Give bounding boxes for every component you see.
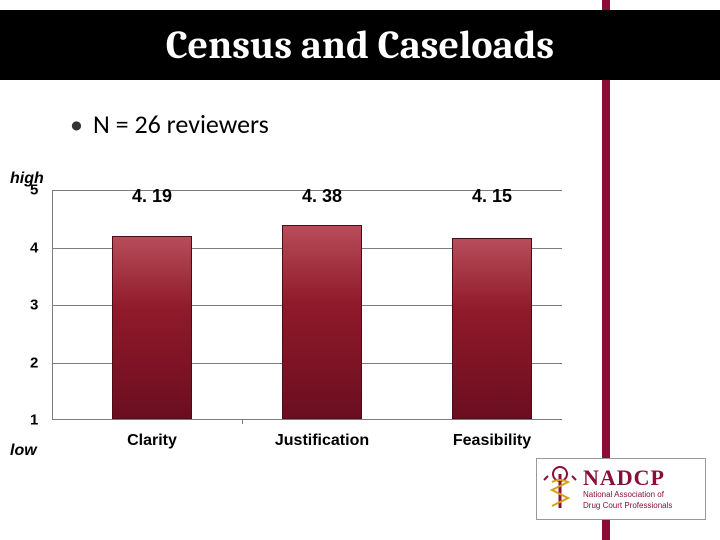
- value-label: 4. 38: [282, 186, 362, 207]
- bar-chart: high low 5 4 3 2 1 4. 19 4. 38 4. 15: [10, 170, 580, 460]
- plot-area: 5 4 3 2 1 4. 19 4. 38 4. 15 Clarity Just…: [52, 190, 562, 420]
- bullet-text: N = 26 reviewers: [93, 108, 269, 140]
- logo-sub-1: National Association of: [583, 491, 672, 500]
- slide-title: Census and Caseloads: [166, 22, 554, 68]
- logo-text: NADCP National Association of Drug Court…: [583, 467, 672, 511]
- y-label-high: high: [10, 170, 44, 188]
- caduceus-icon: [543, 464, 577, 514]
- logo-sub-2: Drug Court Professionals: [583, 502, 672, 511]
- nadcp-logo: NADCP National Association of Drug Court…: [536, 458, 706, 520]
- bullet-icon: •: [70, 108, 83, 140]
- value-label: 4. 15: [452, 186, 532, 207]
- category-label: Justification: [262, 432, 382, 450]
- minor-tick: [242, 420, 243, 424]
- slide: Census and Caseloads • N = 26 reviewers h…: [0, 0, 720, 540]
- bar-justification: [282, 225, 362, 419]
- y-label-low: low: [10, 442, 37, 460]
- y-tick-5: 5: [30, 182, 38, 199]
- title-bar: Census and Caseloads: [0, 10, 720, 80]
- x-axis: [52, 419, 562, 420]
- bar-feasibility: [452, 238, 532, 419]
- value-label: 4. 19: [112, 186, 192, 207]
- logo-acronym: NADCP: [583, 467, 672, 489]
- y-tick-2: 2: [30, 354, 38, 371]
- y-tick-4: 4: [30, 239, 38, 256]
- bullet-line: • N = 26 reviewers: [70, 108, 269, 140]
- category-label: Feasibility: [432, 432, 552, 450]
- category-label: Clarity: [92, 432, 212, 450]
- y-tick-3: 3: [30, 297, 38, 314]
- y-tick-1: 1: [30, 412, 38, 429]
- bar-clarity: [112, 236, 192, 419]
